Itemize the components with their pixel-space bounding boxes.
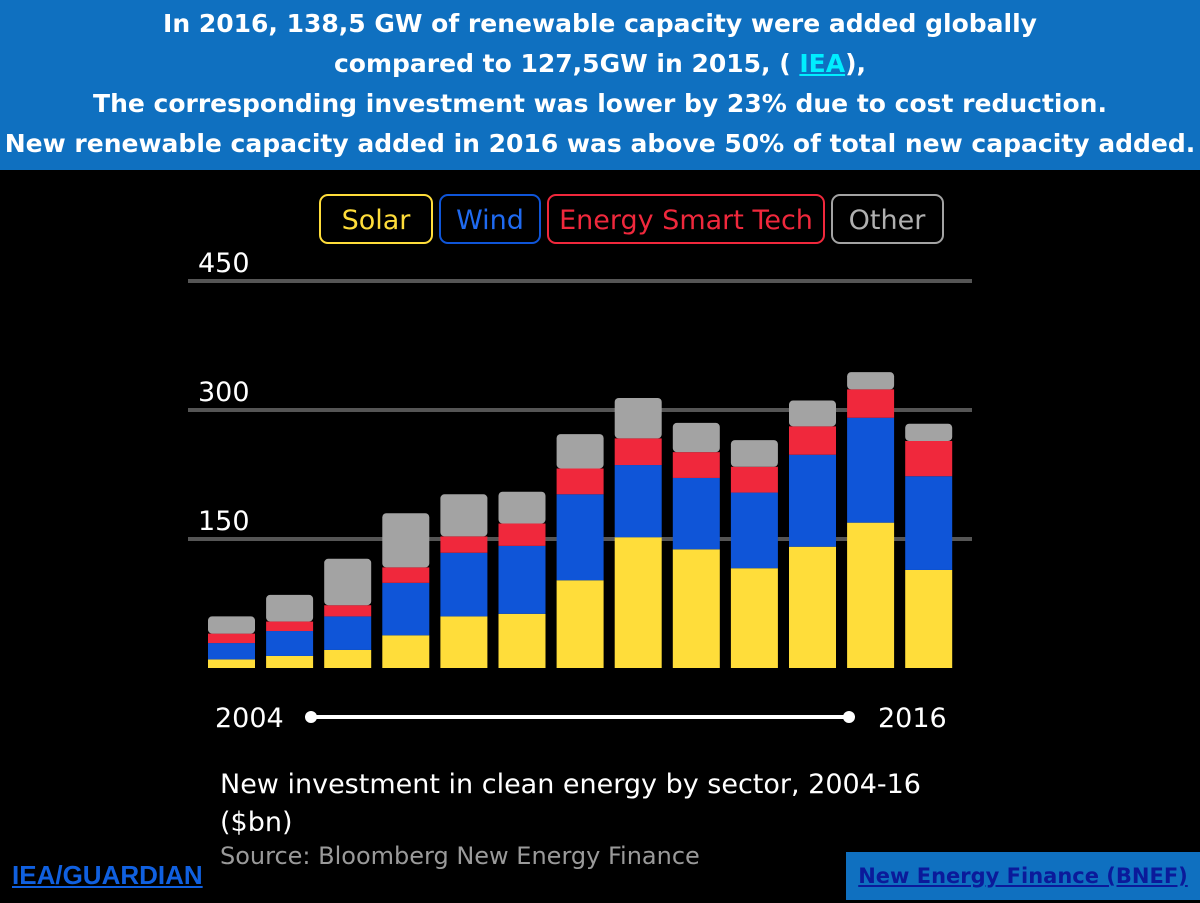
chart-bars [208, 372, 953, 668]
bar-solar-2011 [614, 537, 662, 668]
y-tick-label-150: 150 [198, 506, 250, 537]
header-line-2-text: compared to 127,5GW in 2015, ( [333, 49, 800, 78]
bar-smart-2008 [440, 536, 488, 553]
bar-wind-2004 [208, 643, 255, 660]
bar-wind-2008 [440, 552, 488, 617]
legend-label-other: Other [849, 205, 927, 236]
legend-box-solar [319, 194, 433, 244]
bar-other-2007 [382, 513, 430, 568]
bar-other-2008 [440, 494, 488, 537]
header-line-2: compared to 127,5GW in 2015, ( IEA), [0, 44, 1200, 84]
bar-wind-2005 [266, 631, 314, 656]
legend-label-wind: Wind [456, 205, 524, 236]
bar-other-2012 [672, 422, 720, 453]
bar-smart-2012 [672, 452, 720, 478]
header-line-4: New renewable capacity added in 2016 was… [4, 129, 1196, 158]
bar-smart-2015 [847, 389, 895, 418]
bar-other-2009 [498, 491, 546, 524]
bar-wind-2010 [556, 494, 604, 581]
bar-solar-2014 [789, 546, 836, 668]
bar-solar-2008 [440, 616, 488, 668]
bar-solar-2015 [847, 522, 895, 668]
bar-wind-2006 [324, 616, 372, 650]
bar-smart-2006 [324, 605, 372, 617]
y-tick-label-450: 450 [198, 248, 250, 279]
bar-other-2005 [266, 594, 314, 622]
bar-wind-2016 [905, 476, 953, 570]
y-tick-label-300: 300 [198, 377, 250, 408]
bar-wind-2013 [730, 492, 778, 569]
chart-source: Source: Bloomberg New Energy Finance [220, 842, 700, 870]
timeline-end-dot [843, 711, 855, 723]
timeline-start-dot [305, 711, 317, 723]
bar-other-2011 [614, 397, 662, 439]
bar-solar-2004 [208, 659, 255, 668]
bar-other-2006 [324, 558, 372, 606]
bar-solar-2016 [905, 569, 953, 668]
bar-wind-2015 [847, 417, 895, 523]
legend-label-smart: Energy Smart Tech [559, 205, 813, 236]
bar-other-2004 [208, 616, 255, 634]
timeline-end-label: 2016 [878, 703, 947, 734]
bar-solar-2006 [324, 649, 372, 668]
bar-wind-2011 [614, 465, 662, 538]
bar-smart-2016 [905, 440, 953, 477]
bar-smart-2014 [789, 426, 836, 455]
bar-other-2010 [556, 434, 604, 469]
bar-solar-2012 [672, 549, 720, 668]
header-banner: In 2016, 138,5 GW of renewable capacity … [0, 0, 1200, 170]
legend-label-solar: Solar [342, 205, 412, 236]
bar-wind-2009 [498, 545, 546, 614]
header-line-3: The corresponding investment was lower b… [93, 89, 1107, 118]
timeline: 2004 2016 [215, 703, 947, 734]
bar-smart-2004 [208, 633, 255, 644]
bnef-link-box: New Energy Finance (BNEF) [846, 852, 1200, 900]
bar-wind-2012 [672, 477, 720, 550]
bar-other-2014 [789, 400, 836, 427]
chart-gridlines: 150 300 450 [188, 248, 972, 541]
bar-solar-2009 [498, 613, 546, 668]
header-line-2-tail: ), [845, 49, 867, 78]
bar-other-2016 [905, 423, 953, 441]
legend-box-smart [547, 194, 825, 244]
bar-wind-2014 [789, 454, 836, 547]
header-line-1: In 2016, 138,5 GW of renewable capacity … [163, 9, 1037, 38]
bar-smart-2007 [382, 567, 430, 583]
bar-smart-2013 [730, 466, 778, 493]
bar-other-2015 [847, 372, 895, 390]
legend-box-other [831, 194, 944, 244]
iea-guardian-link[interactable]: IEA/GUARDIAN [12, 860, 203, 890]
chart-caption: New investment in clean energy by sector… [220, 769, 921, 838]
bar-other-2013 [730, 440, 778, 467]
stacked-bar-chart: Solar Wind Energy Smart Tech Other 150 30… [188, 194, 972, 734]
legend-box-wind [439, 194, 541, 244]
bar-smart-2009 [498, 523, 546, 546]
bnef-link[interactable]: New Energy Finance (BNEF) [858, 864, 1188, 888]
bar-wind-2007 [382, 582, 430, 636]
iea-link[interactable]: IEA [799, 49, 846, 78]
timeline-start-label: 2004 [215, 703, 284, 734]
bar-smart-2005 [266, 621, 314, 632]
bar-solar-2010 [556, 580, 604, 668]
chart-legend: Solar Wind Energy Smart Tech Other [319, 194, 944, 244]
bar-solar-2007 [382, 635, 430, 668]
bar-solar-2005 [266, 655, 314, 668]
bar-solar-2013 [730, 568, 778, 668]
bar-smart-2011 [614, 438, 662, 466]
bar-smart-2010 [556, 468, 604, 495]
